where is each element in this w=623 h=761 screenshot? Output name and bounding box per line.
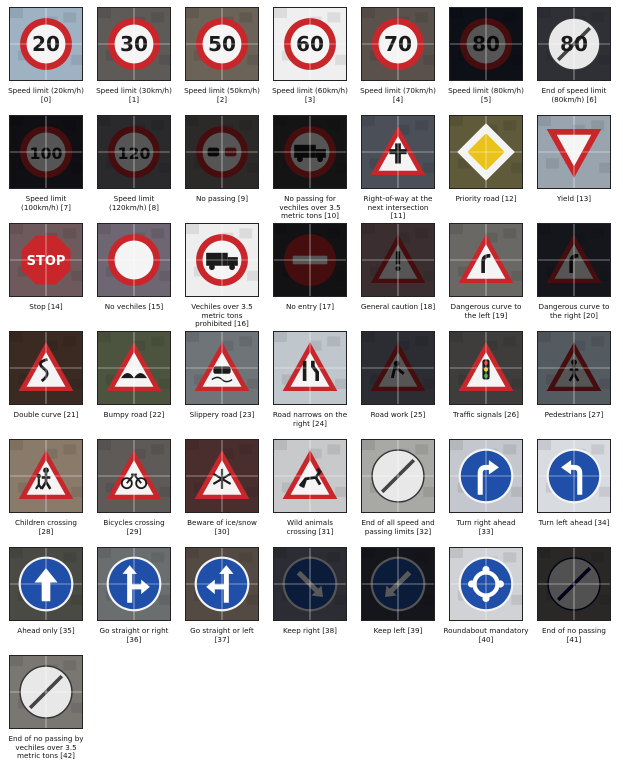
sign-caption: Pedestrians [27] bbox=[544, 410, 604, 419]
sign-caption: Double curve [21] bbox=[13, 410, 79, 419]
sign-caption: Speed limit (80km/h) [5] bbox=[448, 86, 524, 104]
sign-image bbox=[185, 115, 259, 189]
sign-image: STOP bbox=[9, 223, 83, 297]
sign-image bbox=[185, 547, 259, 621]
sign-caption: Bicycles crossing [29] bbox=[103, 518, 165, 536]
sign-caption: End of no passing [41] bbox=[542, 626, 606, 644]
sign-caption: No vechiles [15] bbox=[104, 302, 164, 311]
sign-image bbox=[9, 331, 83, 405]
sign-caption: Children crossing [28] bbox=[15, 518, 77, 536]
sign-image: 70 bbox=[361, 7, 435, 81]
sign-image bbox=[361, 223, 435, 297]
sign-image bbox=[449, 439, 523, 513]
sign-image bbox=[273, 331, 347, 405]
sign-image bbox=[449, 331, 523, 405]
sign-image bbox=[97, 223, 171, 297]
sign-caption: Dangerous curve to the left [19] bbox=[450, 302, 522, 320]
sign-image bbox=[97, 439, 171, 513]
sign-caption: Wild animals crossing [31] bbox=[286, 518, 334, 536]
sign-caption: Slippery road [23] bbox=[189, 410, 255, 419]
sign-caption: Stop [14] bbox=[29, 302, 63, 311]
sign-caption: Keep left [39] bbox=[373, 626, 423, 635]
sign-image: 120 bbox=[97, 115, 171, 189]
sign-caption: Speed limit (50km/h) [2] bbox=[184, 86, 260, 104]
sign-image: 60 bbox=[273, 7, 347, 81]
sign-caption: End of speed limit (80km/h) [6] bbox=[541, 86, 607, 104]
sign-caption: Go straight or left [37] bbox=[190, 626, 254, 644]
sign-image: 100 bbox=[9, 115, 83, 189]
sign-caption: Speed limit (30km/h) [1] bbox=[96, 86, 172, 104]
sign-caption: No passing for vechiles over 3.5 metric to… bbox=[279, 194, 341, 221]
sign-image bbox=[9, 547, 83, 621]
sign-image: 30 bbox=[97, 7, 171, 81]
sign-caption: No entry [17] bbox=[285, 302, 335, 311]
sign-image bbox=[537, 547, 611, 621]
sign-caption: Bumpy road [22] bbox=[103, 410, 165, 419]
sign-caption: Speed limit (120km/h) [8] bbox=[109, 194, 159, 212]
sign-image bbox=[449, 223, 523, 297]
sign-image bbox=[97, 547, 171, 621]
sign-caption: Speed limit (60km/h) [3] bbox=[272, 86, 348, 104]
sign-caption: Beware of ice/snow [30] bbox=[187, 518, 257, 536]
sign-caption: Road work [25] bbox=[370, 410, 426, 419]
sign-image bbox=[273, 547, 347, 621]
sign-caption: Dangerous curve to the right [20] bbox=[538, 302, 610, 320]
sign-caption: No passing [9] bbox=[195, 194, 249, 203]
sign-image bbox=[361, 439, 435, 513]
sign-caption: Roundabout mandatory [40] bbox=[443, 626, 529, 644]
sign-image bbox=[273, 115, 347, 189]
sign-image bbox=[537, 223, 611, 297]
sign-image bbox=[449, 547, 523, 621]
sign-caption: Right-of-way at the next intersection [11] bbox=[363, 194, 433, 221]
sign-image bbox=[537, 439, 611, 513]
sign-image bbox=[361, 547, 435, 621]
sign-image: 80 bbox=[537, 7, 611, 81]
sign-image bbox=[185, 439, 259, 513]
sign-caption: Turn left ahead [34] bbox=[538, 518, 610, 527]
sign-caption: General caution [18] bbox=[360, 302, 436, 311]
sign-caption: Ahead only [35] bbox=[17, 626, 75, 635]
sign-caption: Speed limit (70km/h) [4] bbox=[360, 86, 436, 104]
sign-caption: Turn right ahead [33] bbox=[456, 518, 516, 536]
sign-caption: Speed limit (100km/h) [7] bbox=[21, 194, 71, 212]
sign-image bbox=[273, 439, 347, 513]
sign-image bbox=[361, 331, 435, 405]
sign-caption: End of all speed and passing limits [32] bbox=[361, 518, 435, 536]
sign-image bbox=[185, 331, 259, 405]
sign-image: 50 bbox=[185, 7, 259, 81]
sign-caption: Yield [13] bbox=[556, 194, 592, 203]
sign-caption: Road narrows on the right [24] bbox=[272, 410, 348, 428]
sign-caption: Priority road [12] bbox=[455, 194, 517, 203]
sign-caption: Speed limit (20km/h) [0] bbox=[8, 86, 84, 104]
sign-image bbox=[537, 331, 611, 405]
sign-image bbox=[537, 115, 611, 189]
sign-caption: End of no passing by vechiles over 3.5 met… bbox=[8, 734, 84, 761]
sign-caption: Keep right [38] bbox=[283, 626, 337, 635]
sign-image bbox=[361, 115, 435, 189]
sign-image: 80 bbox=[449, 7, 523, 81]
sign-caption: Vechiles over 3.5 metric tons prohibited [… bbox=[191, 302, 253, 329]
sign-image bbox=[9, 439, 83, 513]
sign-image bbox=[97, 331, 171, 405]
sign-image bbox=[9, 655, 83, 729]
sign-caption: Traffic signals [26] bbox=[453, 410, 519, 419]
sign-image bbox=[449, 115, 523, 189]
sign-image: 20 bbox=[9, 7, 83, 81]
sign-caption: Go straight or right [36] bbox=[99, 626, 169, 644]
sign-image bbox=[273, 223, 347, 297]
sign-image bbox=[185, 223, 259, 297]
